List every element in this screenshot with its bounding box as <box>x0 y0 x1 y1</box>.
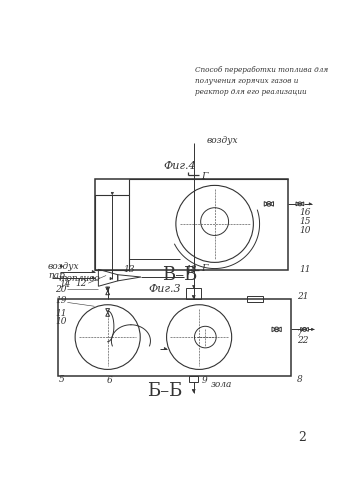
Text: пар: пар <box>48 271 65 280</box>
Bar <box>95 179 288 270</box>
Text: 22: 22 <box>297 336 308 345</box>
Text: 19: 19 <box>55 296 67 305</box>
Polygon shape <box>92 276 95 279</box>
Bar <box>95 195 130 270</box>
Text: 15: 15 <box>300 217 311 226</box>
Text: 8: 8 <box>297 375 303 384</box>
Text: 14: 14 <box>60 280 71 289</box>
Text: 10: 10 <box>55 317 67 326</box>
Text: воздух: воздух <box>48 262 80 271</box>
Polygon shape <box>111 192 113 195</box>
Text: зола: зола <box>211 380 232 389</box>
Polygon shape <box>192 389 195 393</box>
Bar <box>247 295 263 302</box>
Text: Фиг.3: Фиг.3 <box>148 284 181 294</box>
Text: 21: 21 <box>297 292 308 301</box>
Polygon shape <box>60 265 63 267</box>
Text: 11: 11 <box>55 309 67 318</box>
Text: 13: 13 <box>124 265 135 274</box>
Text: 2: 2 <box>298 431 306 444</box>
Polygon shape <box>311 328 314 330</box>
Bar <box>189 376 198 382</box>
Text: 10: 10 <box>300 227 311 236</box>
Text: Способ переработки топлива для
получения горячих газов и
реактор для его реализа: Способ переработки топлива для получения… <box>195 66 328 96</box>
Text: 5: 5 <box>58 375 64 384</box>
Polygon shape <box>110 277 112 280</box>
Polygon shape <box>164 347 167 350</box>
Text: топливо: топливо <box>58 274 100 283</box>
Text: 18: 18 <box>186 265 197 274</box>
Text: 16: 16 <box>300 208 311 217</box>
Text: 9: 9 <box>202 376 208 385</box>
Text: В–В: В–В <box>162 266 197 284</box>
Text: 11: 11 <box>300 265 311 274</box>
Text: 6: 6 <box>107 376 113 385</box>
Text: Г: Г <box>202 264 208 273</box>
Bar <box>58 298 291 376</box>
Text: 12: 12 <box>75 278 87 288</box>
Text: воздух: воздух <box>207 136 238 145</box>
Text: 20: 20 <box>55 285 67 294</box>
Text: Б–Б: Б–Б <box>146 382 182 400</box>
Polygon shape <box>107 287 109 289</box>
Polygon shape <box>309 203 311 205</box>
Text: Г: Г <box>202 173 208 182</box>
Text: Фиг.4: Фиг.4 <box>163 161 196 171</box>
Polygon shape <box>192 285 195 288</box>
Bar <box>186 288 202 298</box>
Text: 7: 7 <box>297 329 303 338</box>
Polygon shape <box>92 270 95 273</box>
Polygon shape <box>192 295 195 298</box>
